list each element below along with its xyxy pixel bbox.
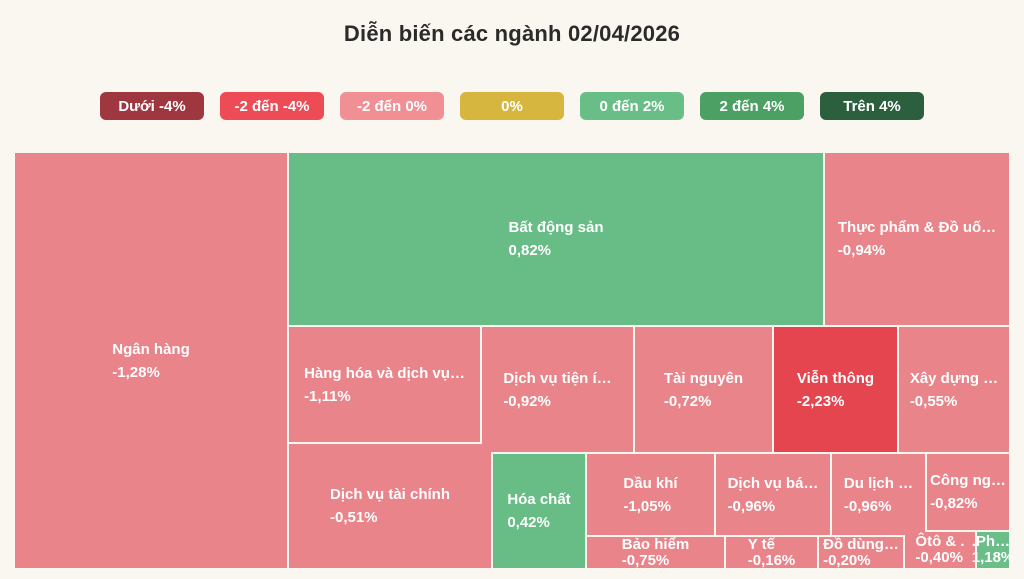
tile-sector-name: Bảo hiểm — [621, 535, 690, 553]
tile-sector-name: Đồ dùng… — [823, 535, 899, 553]
legend-pill-1[interactable]: -2 đến -4% — [220, 92, 324, 120]
tile-label-block: Dịch vụ bá… -0,96% — [728, 472, 819, 518]
tile-label-block: Thực phẩm & Đồ uố… -0,94% — [838, 216, 996, 262]
tile-sector-name: Du lịch … — [843, 474, 914, 492]
treemap-tile-hoa-chat[interactable]: Hóa chất 0,42% — [493, 454, 585, 568]
legend: Dưới -4% -2 đến -4% -2 đến 0% 0% 0 đến 2% 2 đ… — [0, 92, 1024, 120]
tile-label-block: Hàng hóa và dịch vụ… -1,11% — [304, 362, 465, 408]
tile-label-block: Đồ dùng… -0,20% — [823, 535, 899, 569]
treemap-tile-do-dung[interactable]: Đồ dùng… -0,20% — [819, 535, 903, 569]
treemap-tile-thuc-pham-do-uong[interactable]: Thực phẩm & Đồ uố… -0,94% — [825, 153, 1009, 325]
treemap-tile-dich-vu-tai-chinh[interactable]: Dịch vụ tài chính -0,51% — [289, 444, 491, 568]
tile-sector-value: -0,55% — [909, 392, 958, 410]
legend-pill-5[interactable]: 2 đến 4% — [700, 92, 804, 120]
tile-sector-name: Tài nguyên — [663, 369, 744, 387]
tile-sector-value: -1,11% — [304, 387, 351, 405]
treemap-tile-tai-nguyen[interactable]: Tài nguyên -0,72% — [635, 327, 772, 452]
tile-label-block: Công ng… -0,82% — [930, 469, 1006, 515]
tile-sector-name: Thực phẩm & Đồ uố… — [837, 219, 997, 236]
treemap-tile-xay-dung[interactable]: Xây dựng … -0,55% — [899, 327, 1009, 452]
tile-sector-name: Hàng hóa và dịch vụ… — [304, 364, 465, 382]
tile-sector-name: Ôtô & . — [915, 533, 965, 550]
tile-sector-value: -0,94% — [837, 242, 886, 259]
treemap-tile-vien-thong[interactable]: Viễn thông -2,23% — [774, 327, 897, 452]
tile-sector-name: .Ph… — [971, 533, 1011, 550]
tile-sector-name: Dịch vụ tiện í… — [503, 369, 612, 387]
tile-label-block: Bảo hiểm -0,75% — [621, 535, 690, 569]
treemap-tile-dau-khi[interactable]: Dầu khí -1,05% — [587, 454, 714, 535]
tile-label-block: Dầu khí -1,05% — [623, 472, 677, 518]
legend-pill-2[interactable]: -2 đến 0% — [340, 92, 444, 120]
tile-label-block: Dịch vụ tài chính -0,51% — [330, 483, 450, 529]
tile-sector-value: -0,96% — [843, 497, 892, 515]
tile-label-block: Ôtô & . -0,40% — [915, 534, 964, 566]
treemap-tile-y-te[interactable]: Y tế -0,16% — [726, 535, 817, 569]
tile-sector-value: -0,51% — [329, 509, 378, 526]
tile-sector-name: Xây dựng … — [909, 369, 999, 387]
treemap-tile-dich-vu-ban-le[interactable]: Dịch vụ bá… -0,96% — [716, 454, 830, 535]
tile-sector-value: -0,96% — [727, 497, 776, 515]
tile-sector-value: -0,75% — [621, 551, 670, 569]
tile-sector-value: -0,72% — [663, 392, 712, 410]
tile-sector-name: Hóa chất — [507, 491, 571, 508]
tile-sector-value: -1,28% — [112, 363, 160, 381]
tile-sector-value: -1,05% — [623, 497, 671, 515]
tile-label-block: Viễn thông -2,23% — [797, 367, 874, 413]
legend-pill-3[interactable]: 0% — [460, 92, 564, 120]
tile-sector-name: Dầu khí — [623, 474, 678, 492]
tile-sector-value: 0,82% — [508, 242, 552, 259]
tile-sector-value: -0,92% — [503, 392, 551, 410]
treemap-tile-oto-phu-tung[interactable]: Ôtô & . -0,40% — [905, 532, 975, 568]
treemap-tile-bat-dong-san[interactable]: Bất động sản 0,82% — [289, 153, 823, 325]
tile-label-block: Dịch vụ tiện í… -0,92% — [503, 367, 611, 413]
tile-sector-name: Bất động sản — [508, 219, 604, 236]
tile-label-block: .Ph… 1,18% — [972, 534, 1015, 566]
page-title: Diễn biến các ngành 02/04/2026 — [343, 21, 681, 46]
legend-pill-0[interactable]: Dưới -4% — [100, 92, 204, 120]
treemap-tile-bao-hiem[interactable]: Bảo hiểm -0,75% — [587, 535, 724, 569]
tile-sector-value: -0,16% — [747, 551, 796, 569]
tile-sector-value: -0,40% — [915, 549, 963, 566]
treemap-tile-dich-vu-tien-ich[interactable]: Dịch vụ tiện í… -0,92% — [482, 327, 633, 452]
tile-label-block: Hóa chất 0,42% — [507, 488, 570, 534]
tile-label-block: Ngân hàng -1,28% — [112, 338, 190, 384]
tile-sector-value: -0,20% — [823, 551, 871, 569]
tile-sector-name: Ngân hàng — [112, 340, 190, 358]
tile-sector-name: Viễn thông — [796, 369, 875, 387]
tile-sector-name: Y tế — [747, 535, 775, 553]
tile-sector-name: Dịch vụ bá… — [727, 474, 819, 492]
tile-label-block: Xây dựng … -0,55% — [910, 367, 998, 413]
treemap-tile-hang-hoa-dich-vu[interactable]: Hàng hóa và dịch vụ… -1,11% — [289, 327, 480, 442]
treemap-tile-ngan-hang[interactable]: Ngân hàng -1,28% — [15, 153, 287, 568]
tile-sector-name: Công ng… — [930, 472, 1006, 489]
tile-label-block: Bất động sản 0,82% — [508, 216, 603, 262]
tile-sector-value: 1,18% — [971, 549, 1015, 566]
tile-sector-name: Dịch vụ tài chính — [329, 486, 450, 503]
tile-sector-value: -0,82% — [930, 495, 978, 512]
treemap-tile-du-lich[interactable]: Du lịch … -0,96% — [832, 454, 925, 535]
tile-label-block: Tài nguyên -0,72% — [664, 367, 743, 413]
tile-sector-value: 0,42% — [507, 514, 550, 531]
treemap-tile-ph[interactable]: .Ph… 1,18% — [972, 532, 1014, 568]
legend-pill-6[interactable]: Trên 4% — [820, 92, 924, 120]
legend-pill-4[interactable]: 0 đến 2% — [580, 92, 684, 120]
tile-sector-value: -2,23% — [796, 392, 845, 410]
tile-label-block: Du lịch … -0,96% — [844, 472, 913, 518]
treemap-tile-cong-nghe[interactable]: Công ng… -0,82% — [927, 454, 1009, 530]
tile-label-block: Y tế -0,16% — [747, 535, 796, 569]
